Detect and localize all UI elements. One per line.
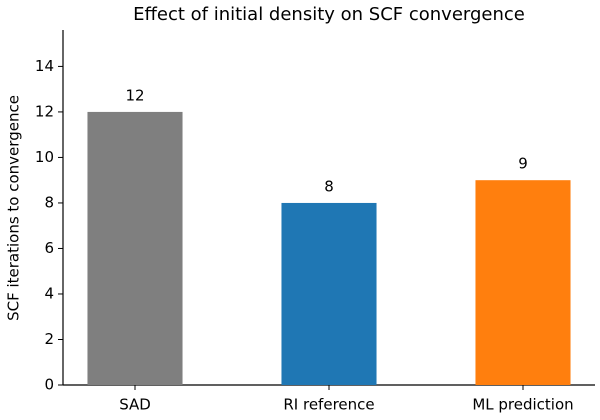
bar	[87, 111, 183, 385]
y-tick-label: 8	[44, 193, 54, 211]
y-tick-label: 6	[44, 239, 54, 257]
data-label: 8	[324, 177, 334, 195]
x-tick-label: ML prediction	[472, 396, 573, 414]
chart-title: Effect of initial density on SCF converg…	[133, 4, 525, 25]
x-tick-label: SAD	[119, 396, 151, 414]
bar	[475, 180, 571, 385]
y-tick-label: 10	[35, 148, 54, 166]
y-tick-label: 14	[35, 57, 54, 75]
y-tick-label: 0	[44, 376, 54, 394]
data-label: 12	[125, 86, 144, 104]
bar	[281, 202, 377, 385]
data-label: 9	[518, 155, 528, 173]
x-tick-label: RI reference	[283, 396, 374, 414]
y-tick-label: 2	[44, 330, 54, 348]
y-tick-label: 4	[44, 284, 54, 302]
y-axis-label: SCF iterations to convergence	[5, 95, 23, 321]
y-tick-label: 12	[35, 102, 54, 120]
